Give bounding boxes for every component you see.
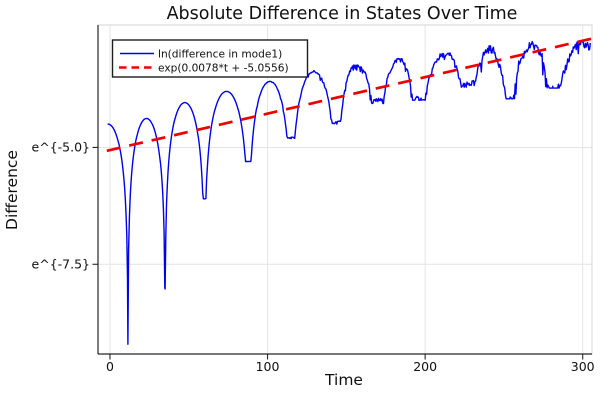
y-tick-label: e^{-5.0} <box>32 140 90 155</box>
gridlines <box>98 25 592 354</box>
x-tick-label: 300 <box>571 359 595 374</box>
y-axis-label: Difference <box>3 150 21 230</box>
series-line-exp-fit <box>106 37 592 153</box>
legend-box <box>111 39 309 78</box>
axis-ticks <box>92 146 584 360</box>
plot-area <box>106 37 592 345</box>
x-tick-label: 0 <box>106 359 114 374</box>
chart-title: Absolute Difference in States Over Time <box>167 4 518 24</box>
legend-label-series1: ln(difference in mode1) <box>158 48 282 60</box>
series-line-difference <box>107 39 591 345</box>
legend-label-fit: exp(0.0078*t + -5.0556) <box>158 62 289 74</box>
axis-tick-labels: 0 100 200 300 e^{-5.0} e^{-7.5} <box>32 140 595 374</box>
y-tick-label: e^{-7.5} <box>32 256 90 271</box>
legend: ln(difference in mode1) exp(0.0078*t + -… <box>111 39 309 78</box>
x-axis-label: Time <box>324 371 363 389</box>
x-tick-label: 100 <box>256 359 280 374</box>
plot-frame <box>97 24 593 355</box>
x-tick-label: 200 <box>413 359 437 374</box>
